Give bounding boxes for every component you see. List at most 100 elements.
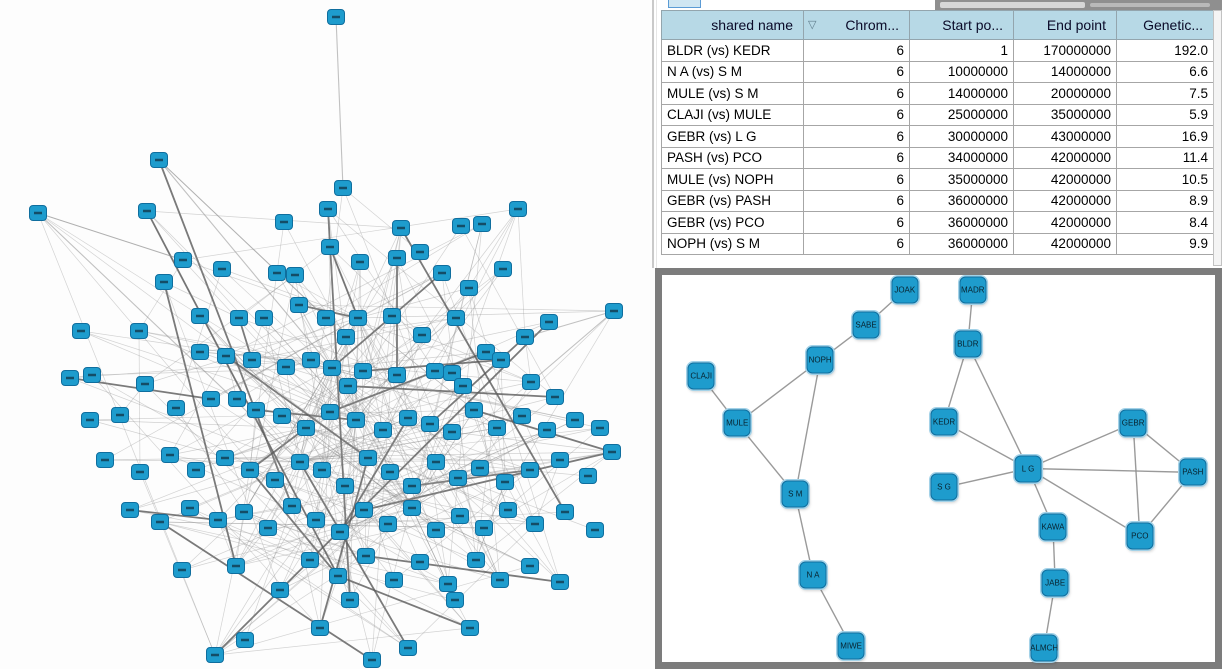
graph-edge[interactable] (337, 575, 471, 629)
table-cell[interactable]: 6 (803, 168, 910, 191)
network-node-bldr[interactable]: BLDR (954, 330, 982, 358)
table-cell[interactable]: 6 (803, 146, 910, 169)
graph-edge[interactable] (146, 210, 402, 229)
graph-edge[interactable] (329, 246, 359, 319)
network-edge[interactable] (967, 343, 1029, 469)
graph-edge[interactable] (344, 469, 531, 487)
graph-edge[interactable] (363, 208, 519, 511)
table-row[interactable]: GEBR (vs) PASH 6 36000000 42000000 8.9 (661, 189, 1214, 212)
graph-edge[interactable] (129, 461, 301, 511)
graph-edge[interactable] (299, 317, 327, 463)
graph-edge[interactable] (243, 317, 359, 513)
graph-edge[interactable] (224, 427, 307, 459)
graph-edge[interactable] (104, 317, 359, 461)
table-cell[interactable]: 10.5 (1116, 168, 1214, 191)
graph-edge[interactable] (163, 281, 281, 591)
network-node-claji[interactable]: CLAJI (687, 362, 715, 390)
table-cell[interactable]: 35000000 (909, 168, 1014, 191)
graph-edge[interactable] (181, 511, 245, 571)
graph-edge[interactable] (355, 381, 532, 421)
table-cell[interactable]: GEBR (vs) PASH (661, 189, 804, 212)
graph-edge[interactable] (104, 459, 301, 463)
graph-edge[interactable] (530, 310, 615, 383)
graph-edge[interactable] (435, 461, 589, 477)
graph-edge[interactable] (255, 409, 301, 463)
graph-edge[interactable] (267, 461, 301, 529)
network-view[interactable]: JOAK MADR SABE NOPH BLDR CLAJI MULE KEDR GEBR L G… (662, 275, 1215, 662)
table-cell[interactable]: 16.9 (1116, 125, 1214, 148)
network-edge[interactable] (943, 421, 1029, 470)
graph-edge[interactable] (305, 227, 402, 429)
graph-edge[interactable] (235, 429, 548, 567)
graph-edge[interactable] (460, 225, 556, 398)
graph-edge[interactable] (357, 272, 443, 319)
graph-edge[interactable] (235, 427, 307, 567)
graph-edge[interactable] (411, 396, 556, 509)
table-cell[interactable]: 25000000 (909, 103, 1014, 126)
network-node-madr[interactable]: MADR (959, 276, 987, 304)
table-cell[interactable]: 36000000 (909, 232, 1014, 255)
graph-edge[interactable] (37, 212, 301, 463)
graph-edge[interactable] (285, 366, 349, 387)
graph-edge[interactable] (217, 427, 307, 521)
graph-edge[interactable] (298, 304, 367, 557)
table-row[interactable]: N A (vs) S M 6 10000000 14000000 6.6 (661, 60, 1214, 83)
table-cell[interactable]: N A (vs) S M (661, 60, 804, 83)
graph-edge[interactable] (315, 367, 333, 521)
graph-edge[interactable] (344, 385, 464, 487)
graph-edge[interactable] (214, 565, 531, 656)
graph-edge[interactable] (355, 208, 519, 421)
graph-edge[interactable] (225, 355, 307, 429)
graph-edge[interactable] (279, 469, 531, 591)
graph-edge[interactable] (357, 317, 413, 487)
table-cell[interactable]: 6 (803, 103, 910, 126)
graph-edge[interactable] (299, 427, 498, 463)
graph-edge[interactable] (309, 419, 357, 561)
graph-edge[interactable] (235, 225, 462, 567)
column-header-end-point[interactable]: End point (1013, 10, 1117, 40)
network-node-almch[interactable]: ALMCH (1030, 634, 1058, 662)
table-cell[interactable]: 34000000 (909, 146, 1014, 169)
scrollbar-thumb-secondary[interactable] (1090, 3, 1210, 7)
graph-edge[interactable] (329, 246, 423, 336)
graph-edge[interactable] (210, 317, 359, 400)
graph-edge[interactable] (349, 485, 413, 601)
network-node-kawa[interactable]: KAWA (1039, 513, 1067, 541)
graph-edge[interactable] (279, 419, 357, 591)
table-cell[interactable]: 42000000 (1013, 189, 1117, 212)
graph-edge[interactable] (355, 419, 613, 453)
graph-edge[interactable] (371, 227, 402, 661)
table-cell[interactable]: 42000000 (1013, 146, 1117, 169)
table-row[interactable]: MULE (vs) S M 6 14000000 20000000 7.5 (661, 82, 1214, 105)
table-cell[interactable]: 6 (803, 211, 910, 234)
network-edge[interactable] (1027, 422, 1134, 470)
graph-edge[interactable] (321, 469, 413, 487)
graph-edge[interactable] (129, 509, 219, 521)
graph-edge[interactable] (235, 515, 461, 567)
graph-edge[interactable] (411, 507, 531, 567)
graph-edge[interactable] (534, 459, 561, 525)
graph-edge[interactable] (294, 274, 351, 601)
graph-edge[interactable] (159, 417, 409, 523)
graph-edge[interactable] (411, 469, 531, 487)
table-scrollbar-track[interactable] (1213, 10, 1222, 266)
graph-edge[interactable] (389, 427, 601, 473)
graph-edge[interactable] (214, 461, 437, 656)
graph-edge[interactable] (221, 268, 359, 319)
graph-edge[interactable] (225, 355, 413, 509)
graph-edge[interactable] (305, 427, 477, 561)
graph-edge[interactable] (305, 427, 509, 511)
graph-edge[interactable] (243, 317, 359, 513)
graph-edge[interactable] (357, 317, 456, 601)
right-network-canvas[interactable] (662, 275, 1215, 662)
graph-edge[interactable] (335, 16, 344, 189)
graph-edge[interactable] (321, 419, 357, 471)
network-edge[interactable] (794, 360, 821, 495)
graph-edge[interactable] (249, 409, 257, 471)
graph-edge[interactable] (243, 367, 333, 513)
network-edge[interactable] (943, 467, 1029, 489)
graph-edge[interactable] (315, 519, 536, 525)
table-cell[interactable]: 36000000 (909, 211, 1014, 234)
graph-edge[interactable] (342, 187, 421, 253)
graph-edge[interactable] (224, 419, 357, 459)
